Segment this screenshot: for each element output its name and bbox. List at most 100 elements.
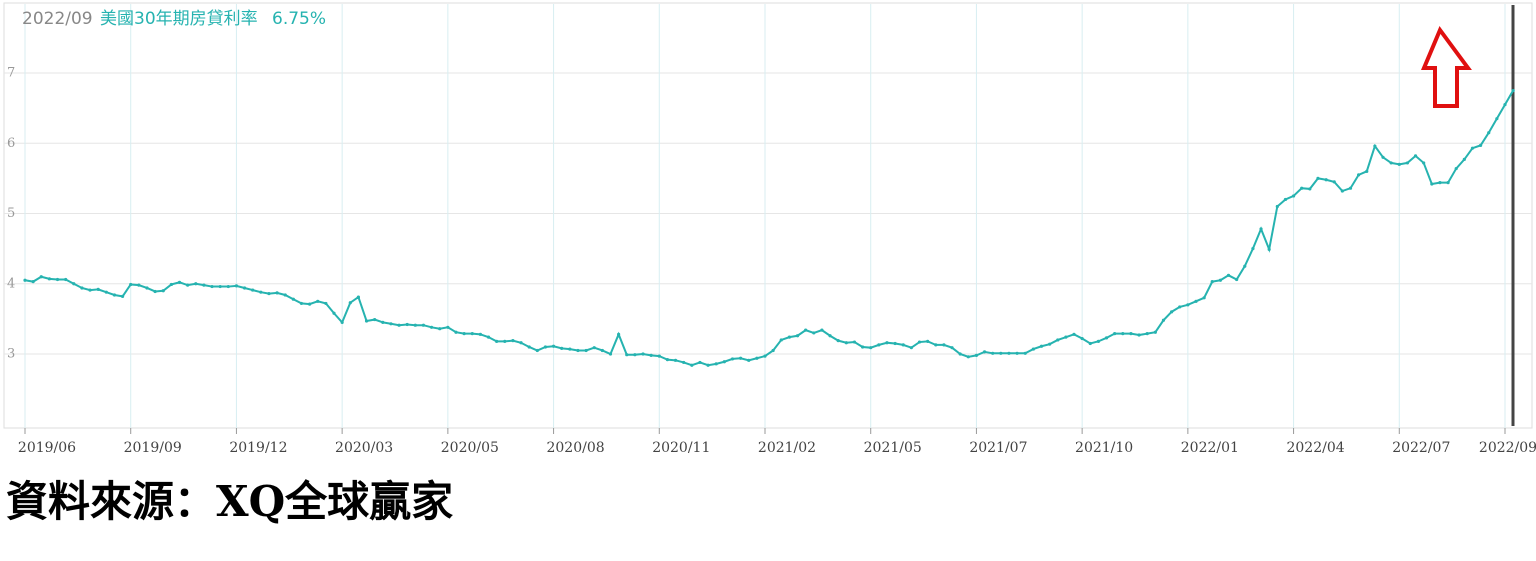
data-point xyxy=(527,345,531,349)
data-point xyxy=(332,311,336,315)
data-point xyxy=(917,340,922,344)
data-point xyxy=(747,358,751,362)
data-point xyxy=(72,282,76,286)
data-point xyxy=(242,286,247,290)
data-point xyxy=(1397,162,1401,166)
data-point xyxy=(413,323,417,327)
data-point xyxy=(340,320,344,324)
x-tick-label: 2021/02 xyxy=(758,440,816,456)
data-point xyxy=(1064,335,1068,339)
data-point xyxy=(543,345,548,349)
data-point xyxy=(730,357,735,361)
data-point xyxy=(80,286,84,290)
data-point xyxy=(218,284,222,289)
data-point xyxy=(1161,318,1166,322)
source-note: 資料來源：XQ全球贏家 xyxy=(6,477,453,526)
x-tick-label: 2022/07 xyxy=(1392,440,1450,456)
data-point xyxy=(950,346,954,350)
data-point xyxy=(446,325,450,329)
data-point xyxy=(373,317,377,322)
data-point xyxy=(560,346,564,350)
data-point xyxy=(885,341,889,345)
data-point xyxy=(649,353,653,358)
data-point xyxy=(633,353,637,357)
data-point xyxy=(511,339,515,343)
data-point xyxy=(991,351,995,355)
data-point xyxy=(161,289,165,293)
data-point xyxy=(625,353,629,357)
data-point xyxy=(966,355,970,359)
data-point xyxy=(1470,146,1475,150)
data-point xyxy=(503,339,507,343)
data-point xyxy=(316,299,320,303)
data-point xyxy=(1007,351,1011,355)
data-point xyxy=(714,362,718,366)
x-tick-label: 2021/05 xyxy=(864,440,922,456)
data-point xyxy=(1332,180,1336,184)
legend-entry: 美國30年期房貸利率 xyxy=(100,9,258,29)
x-tick-label: 2020/08 xyxy=(546,440,604,456)
x-tick-label: 2019/09 xyxy=(124,440,182,456)
data-point xyxy=(584,348,588,353)
data-point xyxy=(958,352,962,356)
data-point xyxy=(982,350,987,354)
data-point xyxy=(901,343,905,347)
data-point xyxy=(1365,169,1369,173)
data-point xyxy=(608,352,613,356)
x-tick-label: 2022/09 xyxy=(1479,440,1536,456)
data-point xyxy=(31,280,35,284)
data-point xyxy=(1308,187,1312,191)
data-point xyxy=(535,348,539,353)
data-point xyxy=(1023,351,1027,355)
data-point xyxy=(1243,264,1247,268)
data-point xyxy=(787,335,791,339)
x-tick-label: 2020/11 xyxy=(652,440,710,456)
data-point xyxy=(405,322,409,327)
data-point xyxy=(153,289,157,294)
data-point xyxy=(1113,332,1117,336)
data-point xyxy=(860,345,865,349)
data-point xyxy=(1056,338,1060,342)
data-point xyxy=(145,286,149,290)
data-point xyxy=(592,346,596,350)
data-point xyxy=(470,332,474,336)
data-point xyxy=(1080,336,1084,341)
data-point xyxy=(1283,197,1288,202)
x-tick-label: 2022/04 xyxy=(1286,440,1344,456)
data-point xyxy=(804,328,808,332)
data-point xyxy=(429,325,434,329)
data-point xyxy=(47,277,51,281)
data-point xyxy=(852,340,857,344)
data-point xyxy=(226,284,230,289)
data-point xyxy=(600,348,604,353)
series-line xyxy=(24,90,1514,367)
data-point xyxy=(421,323,426,327)
data-point xyxy=(194,282,198,286)
data-point xyxy=(974,353,979,358)
data-point xyxy=(137,283,141,287)
data-point xyxy=(454,330,458,334)
up-arrow xyxy=(1420,25,1472,108)
data-point xyxy=(1446,180,1450,185)
data-point xyxy=(64,277,68,282)
data-point xyxy=(1129,332,1133,336)
x-tick-label: 2021/10 xyxy=(1075,440,1133,456)
data-point xyxy=(551,344,556,348)
data-point xyxy=(926,339,930,343)
data-point xyxy=(1357,173,1361,177)
data-point xyxy=(1145,332,1149,336)
data-point xyxy=(1121,332,1125,336)
data-point xyxy=(1340,189,1344,193)
data-point xyxy=(129,282,133,287)
data-point xyxy=(438,327,442,331)
data-point xyxy=(251,288,255,292)
data-point xyxy=(1178,305,1182,309)
data-point xyxy=(1251,247,1255,251)
data-point xyxy=(568,347,572,351)
data-point xyxy=(1291,194,1296,198)
x-tick-label: 2019/12 xyxy=(229,440,287,456)
data-point xyxy=(576,348,580,353)
data-point xyxy=(698,360,702,365)
